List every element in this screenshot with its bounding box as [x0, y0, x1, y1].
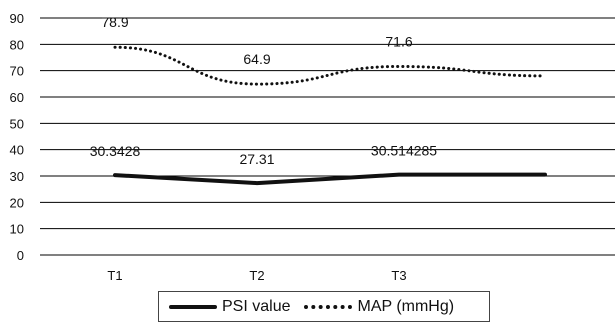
- data-label-map-mmhg-2: 64.9: [243, 51, 270, 67]
- legend-item-map-mmhg: MAP (mmHg): [304, 297, 455, 315]
- y-tick-label-90: 90: [10, 11, 24, 26]
- legend-swatch-psi-value: [169, 302, 217, 312]
- y-tick-label-0: 0: [17, 248, 24, 263]
- data-label-psi-value-1: 30.3428: [90, 143, 141, 159]
- data-label-map-mmhg-3: 71.6: [385, 33, 412, 49]
- y-tick-label-70: 70: [10, 64, 24, 79]
- y-tick-label-10: 10: [10, 222, 24, 237]
- y-tick-label-50: 50: [10, 116, 24, 131]
- series-line-psi-value: [113, 172, 547, 186]
- data-label-psi-value-3: 30.514285: [371, 143, 437, 159]
- legend-label-psi-value: PSI value: [222, 297, 291, 315]
- y-tick-label-20: 20: [10, 195, 24, 210]
- x-tick-label-t1: T1: [107, 268, 122, 283]
- legend-swatch-map-mmhg: [304, 302, 353, 312]
- legend-item-psi-value: PSI value: [169, 297, 291, 315]
- data-label-map-mmhg-1: 78.9: [101, 14, 128, 30]
- y-tick-label-30: 30: [10, 169, 24, 184]
- y-tick-label-40: 40: [10, 143, 24, 158]
- x-tick-label-t3: T3: [391, 268, 406, 283]
- x-tick-label-t2: T2: [249, 268, 264, 283]
- y-tick-label-80: 80: [10, 37, 24, 52]
- y-tick-label-60: 60: [10, 90, 24, 105]
- legend: PSI value MAP (mmHg): [158, 291, 490, 322]
- data-label-psi-value-2: 27.31: [239, 151, 274, 167]
- series-line-map-mmhg: [113, 45, 547, 86]
- legend-label-map-mmhg: MAP (mmHg): [357, 297, 455, 315]
